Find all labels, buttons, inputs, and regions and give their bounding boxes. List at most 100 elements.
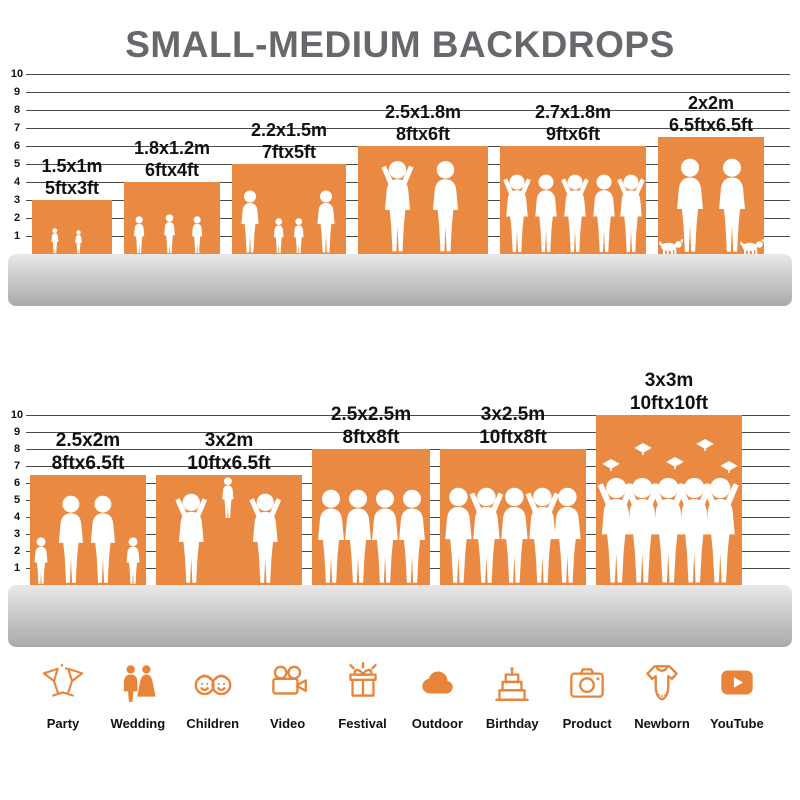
size-label: 2.7x1.8m 9ftx6ft [535,102,611,146]
backdrop-item: 3x3m 10ftx10ft [596,369,742,585]
category-product: Product [550,660,624,731]
video-icon [271,665,307,695]
category-label: Outdoor [411,716,463,731]
backdrop-item: 2.2x1.5m 7ftx5ft [232,120,346,254]
size-label: 3x3m 10ftx10ft [630,369,708,415]
size-feet: 5ftx3ft [44,178,99,199]
category-label: Children [186,716,240,731]
scale-number: 2 [13,545,21,557]
size-label: 3x2m 10ftx6.5ft [187,429,270,475]
birthday-icon [495,667,530,701]
backdrop-bar [156,475,302,585]
size-label: 2.2x1.5m 7ftx5ft [251,120,327,164]
people-silhouette [659,158,764,254]
scale-number: 4 [13,176,21,188]
backdrop-item: 2.5x2.5m 8ftx8ft [312,403,430,585]
product-icon [570,668,604,698]
backdrop-bar [658,137,764,254]
people-silhouette [381,161,459,252]
backdrop-item: 2.5x1.8m 8ftx6ft [358,102,488,254]
youtube-icon [721,670,753,695]
festival-icon [348,661,377,697]
backdrop-bar [596,415,742,585]
size-meters: 3x3m [644,369,694,391]
backdrop-bar [440,449,586,585]
scale-number: 1 [13,562,21,574]
backdrop-item: 1.5x1m 5ftx3ft [32,156,112,254]
people-silhouette [597,439,739,583]
scale-number: 7 [13,122,21,134]
size-feet: 10ftx8ft [479,426,547,448]
backdrop-bars-row: 2.5x2m 8ftx6.5ft 3x2m 10ftx6.5ft [30,369,742,585]
scale-number: 5 [13,494,21,506]
category-children: Children [176,660,250,731]
people-silhouette [51,228,82,254]
size-feet: 6.5ftx6.5ft [668,115,754,136]
backdrop-item: 2.5x2m 8ftx6.5ft [30,429,146,585]
category-birthday: Birthday [475,660,549,731]
party-icon [42,663,84,697]
page-title: SMALL-MEDIUM BACKDROPS [125,24,675,65]
people-silhouette [445,487,581,583]
people-silhouette [134,214,203,254]
scale-number: 5 [13,158,21,170]
size-meters: 2x2m [687,93,735,114]
category-label: Wedding [110,716,166,731]
backdrop-bar [30,475,146,585]
backdrop-item: 2.7x1.8m 9ftx6ft [500,102,646,254]
backdrop-item: 3x2.5m 10ftx8ft [440,403,586,585]
backdrop-bar [500,146,646,254]
category-label: Product [562,716,612,731]
size-meters: 3x2m [204,429,254,451]
scale-number: 9 [13,86,21,98]
size-feet: 10ftx10ft [629,392,709,414]
gridline [26,92,790,93]
size-label: 2.5x2m 8ftx6.5ft [52,429,125,475]
category-festival: Festival [326,660,400,731]
backdrop-bars-row: 1.5x1m 5ftx3ft 1.8x1.2m 6ftx4ft [32,93,764,254]
scale-number: 9 [13,426,21,438]
people-silhouette [503,174,645,253]
size-meters: 2.5x1.8m [384,102,462,123]
category-video: Video [251,660,325,731]
scale-number: 6 [13,477,21,489]
size-label: 3x2.5m 10ftx8ft [479,403,547,449]
outdoor-icon [422,671,454,694]
scale-number: 3 [13,528,21,540]
category-label: Birthday [485,716,539,731]
wedding-icon [123,665,156,702]
gridline [26,110,790,111]
category-newborn: Newborn [625,660,699,731]
category-party: Party [26,660,100,731]
people-silhouette [175,477,282,583]
scale-number: 10 [10,68,24,80]
size-feet: 10ftx6.5ft [187,452,271,474]
size-meters: 2.5x2.5m [330,403,412,425]
size-feet: 6ftx4ft [144,160,199,181]
category-label: Festival [338,716,387,731]
category-label: Party [46,716,80,731]
backdrop-bar [32,200,112,254]
gridline [26,74,790,75]
backdrop-item: 1.8x1.2m 6ftx4ft [124,138,220,254]
size-meters: 2.2x1.5m [250,120,328,141]
size-label: 2x2m 6.5ftx6.5ft [669,93,753,137]
scale-number: 1 [13,230,21,242]
people-silhouette [34,495,140,584]
size-meters: 3x2.5m [480,403,546,425]
category-label: YouTube [710,716,764,731]
panel-small-backdrops: 10 9 8 7 6 5 4 3 2 1 1.5x1m 5ftx3ft 1.8x… [8,66,792,311]
size-meters: 2.5x2m [55,429,121,451]
category-label: Video [270,716,306,731]
size-label: 1.5x1m 5ftx3ft [41,156,102,200]
scale-number: 8 [13,104,21,116]
size-feet: 7ftx5ft [261,142,316,163]
backdrop-item: 3x2m 10ftx6.5ft [156,429,302,585]
size-meters: 2.7x1.8m [534,102,612,123]
ground-strip [8,585,792,647]
size-meters: 1.8x1.2m [133,138,211,159]
size-feet: 8ftx8ft [342,426,400,448]
scale-number: 6 [13,140,21,152]
newborn-icon [646,665,678,701]
size-label: 1.8x1.2m 6ftx4ft [134,138,210,182]
